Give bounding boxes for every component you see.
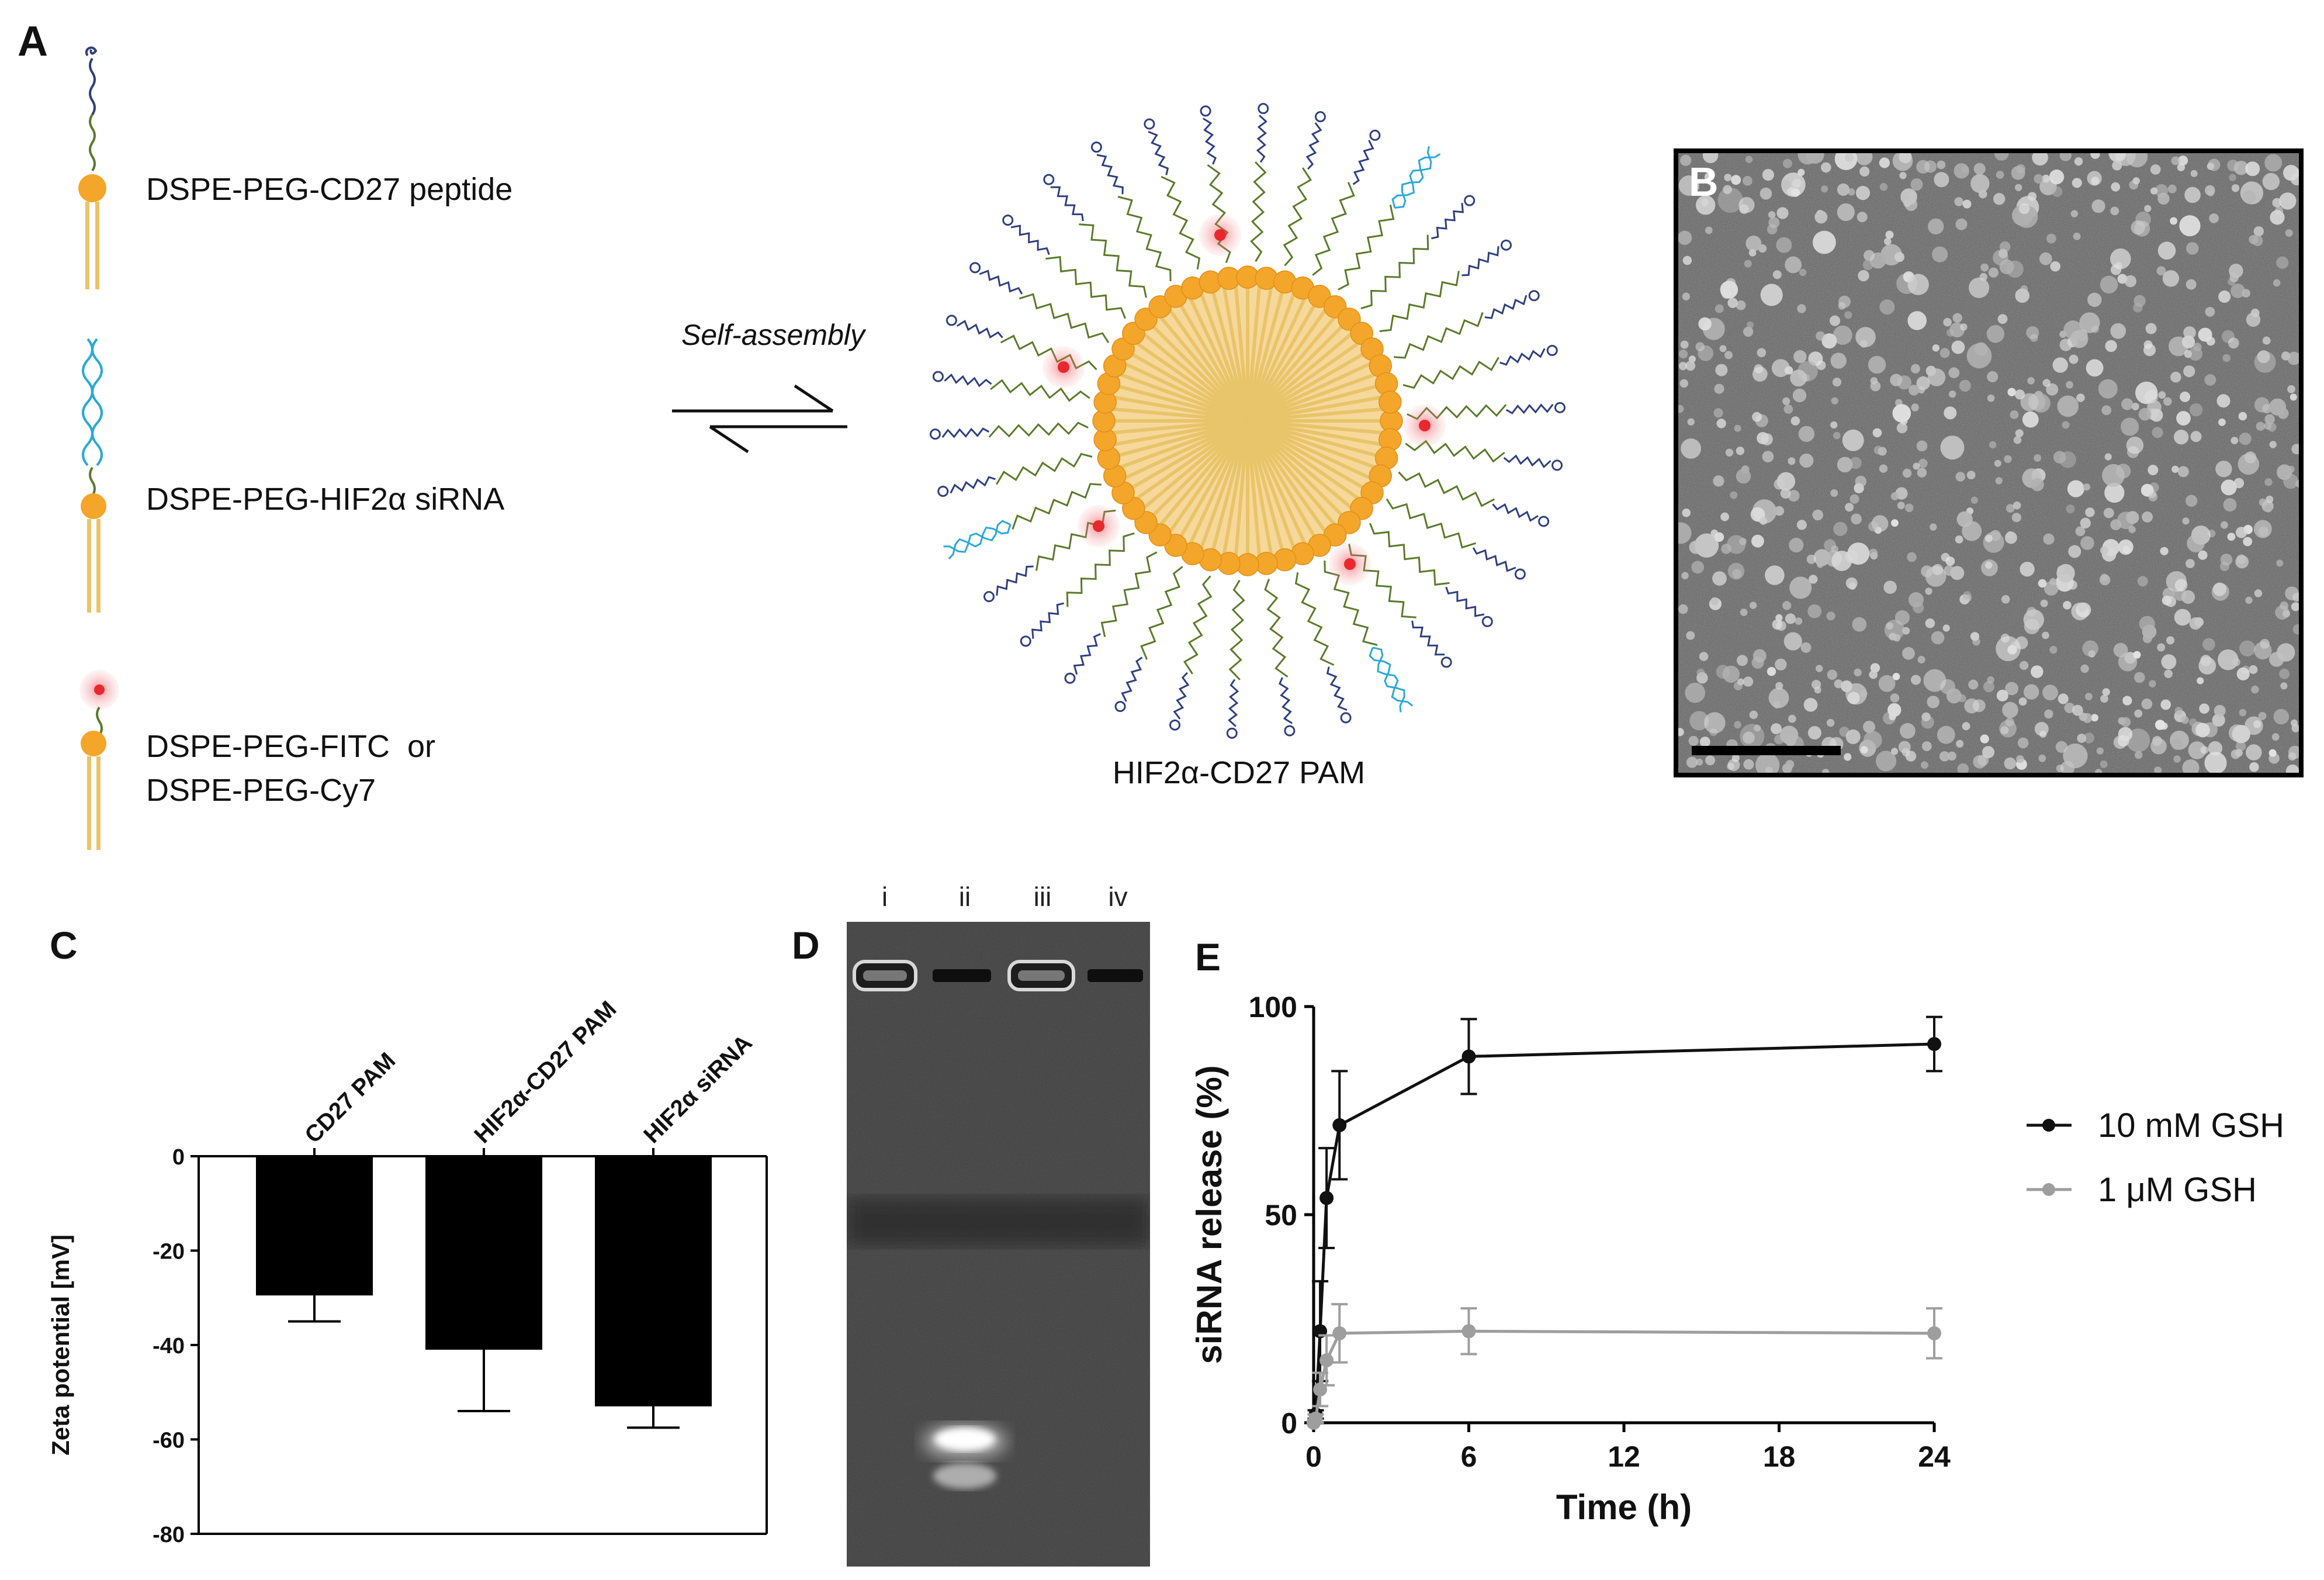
bar-c [256,1156,373,1296]
x-tick-label-e: 12 [1608,1440,1640,1473]
data-point-e [1319,1353,1334,1368]
lane-label-ii: ii [959,881,971,912]
data-point-e [1927,1037,1941,1052]
panel-c: C 0 -20 -40 -60 -80 Zeta potential [mV] CD27 P… [47,924,768,1547]
panel-e: E 0 50 100 0 6 12 18 24 Time (h) siRNA release (%… [1190,935,2284,1527]
panel-b: B [1674,148,2304,777]
peptide-conjugate-icon [78,46,106,289]
data-point-e [1332,1118,1347,1132]
y-tick-label-c: -60 [153,1429,185,1453]
x-tick-label-c: CD27 PAM [300,1047,400,1148]
tem-micrograph [1676,151,2301,775]
panel-a: A DSPE-PEG-CD27 peptide DSPE-PEG-HIF2α s… [18,18,1566,850]
gel-image [847,922,1150,1567]
series-line-e [1312,1329,1935,1424]
y-axis-title-c: Zeta potential [mV] [47,1235,74,1455]
gel-well-i [853,960,917,991]
panel-d: D i ii iii iv [792,881,1150,1567]
data-point-e [1308,1411,1323,1426]
legend-marker-e [2042,1119,2055,1132]
data-point-e [1332,1326,1347,1340]
x-tick-label-c: HIF2α siRNA [639,1030,757,1149]
lane-label-iii: iii [1034,881,1052,912]
component-label-sirna: DSPE-PEG-HIF2α siRNA [146,482,504,517]
series-line-e [1312,1042,1935,1423]
x-tick-label-c: HIF2α-CD27 PAM [469,996,621,1148]
panel-b-letter: B [1689,159,1719,205]
micelle-icon [929,103,1566,739]
y-tick-label-c: -40 [153,1334,185,1358]
panel-a-letter: A [18,18,48,65]
bar-c [595,1156,712,1406]
lane-label-iv: iv [1108,881,1127,912]
equilibrium-arrows-icon [672,384,847,454]
self-assembly-label: Self-assembly [681,319,867,351]
panel-e-letter: E [1195,935,1221,979]
y-tick-label-e: 100 [1249,991,1297,1024]
gel-band-lane-ii [923,1424,1007,1489]
data-point-e [1461,1324,1476,1339]
tem-border [1674,148,2304,777]
panel-c-letter: C [50,924,78,967]
data-point-e [1461,1049,1476,1064]
lane-label-i: i [882,881,888,912]
y-tick-label-e: 50 [1265,1199,1297,1232]
bar-c [425,1156,542,1350]
scale-bar [1692,746,1841,755]
legend-label-e: 1 μM GSH [2098,1171,2257,1209]
component-label-dye-line1: DSPE-PEG-FITC or [146,729,435,764]
sirna-conjugate-icon [81,338,106,613]
gel-well-ii [933,969,991,982]
x-tick-label-e: 6 [1461,1440,1477,1473]
y-tick-label-c: -80 [153,1523,185,1547]
data-point-e [1927,1326,1941,1340]
x-tick-label-e: 18 [1763,1440,1796,1473]
y-tick-label-c: -20 [153,1240,185,1264]
x-axis-title-e: Time (h) [1556,1488,1692,1527]
component-label-peptide: DSPE-PEG-CD27 peptide [146,172,512,207]
x-tick-label-e: 24 [1918,1440,1951,1473]
gel-well-iv [1087,969,1143,982]
x-tick-label-e: 0 [1305,1440,1322,1473]
component-label-dye-line2: DSPE-PEG-Cy7 [146,773,376,808]
legend-label-e: 10 mM GSH [2098,1107,2284,1145]
legend-marker-e [2042,1183,2055,1196]
gel-well-iii [1007,960,1075,991]
y-tick-label-c: 0 [172,1145,185,1170]
y-tick-label-e: 0 [1281,1407,1297,1440]
panel-d-letter: D [792,924,820,967]
data-point-e [1319,1191,1334,1205]
y-axis-title-e: siRNA release (%) [1190,1065,1229,1364]
micelle-label: HIF2α-CD27 PAM [1113,755,1365,790]
dye-conjugate-icon [79,670,119,850]
